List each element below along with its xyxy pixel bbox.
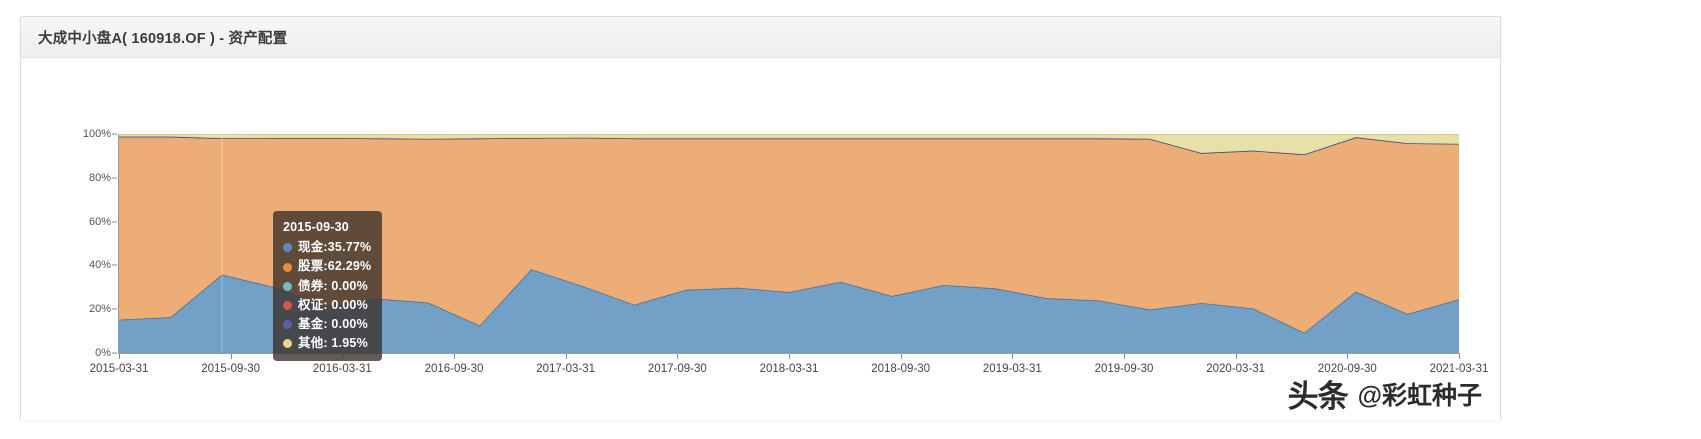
x-axis-tick-label: 2017-09-30: [647, 363, 707, 375]
y-axis-ticks: 0% 20% 40% 60% 80% 100%: [73, 128, 117, 359]
x-axis-tick-mark: [789, 354, 790, 359]
tooltip-series-dot-icon: [283, 281, 292, 291]
x-axis-tick-label: 2021-03-31: [1429, 363, 1489, 375]
page-title: 大成中小盘A( 160918.OF ) - 资产配置: [38, 30, 288, 47]
asset-allocation-chart: 0% 20% 40% 60% 80% 100% 2015-03-31 2015-09-30 2…: [21, 58, 1500, 420]
x-axis-tick-label: 2018-03-31: [759, 363, 819, 375]
x-axis-tick-label: 2020-09-30: [1317, 363, 1377, 375]
tooltip-date: 2015-09-30: [283, 220, 349, 234]
x-axis-tick-label: 2019-03-31: [982, 363, 1042, 375]
x-axis-tick-mark: [1012, 354, 1014, 359]
card-body: 0% 20% 40% 60% 80% 100% 2015-03-31 2015-09-30 2…: [21, 58, 1500, 420]
y-axis-tick-label: 40%: [88, 259, 111, 272]
tooltip-series-dot-icon: [283, 320, 292, 330]
area-band-其他: [119, 134, 1459, 155]
tooltip-row-label: 债券: 0.00%: [298, 278, 368, 293]
x-axis-tick-mark: [1124, 354, 1125, 359]
x-axis-tick-label: 2019-09-30: [1094, 363, 1154, 375]
x-axis-tick-mark: [119, 354, 120, 359]
x-axis-tick-mark: [1459, 354, 1460, 359]
x-axis-tick-mark: [677, 354, 679, 359]
y-axis-tick-label: 20%: [88, 303, 111, 316]
tooltip-row: 债券: 0.00%: [283, 277, 371, 296]
tooltip-series-dot-icon: [283, 339, 292, 349]
watermark-text: @彩虹种子: [1357, 382, 1482, 410]
tooltip-row: 现金:35.77%: [283, 238, 371, 257]
x-axis-tick-mark: [454, 354, 455, 359]
tooltip-row: 权证: 0.00%: [283, 296, 371, 315]
x-axis-line: [118, 353, 1460, 354]
tooltip-series-dot-icon: [283, 300, 292, 310]
area-band-现金: [119, 269, 1459, 353]
tooltip-series-dot-icon: [283, 243, 292, 253]
plot-area: [119, 134, 1459, 353]
area-band-股票: [119, 136, 1459, 333]
y-axis-tick-mark: [112, 221, 117, 223]
x-axis-tick-mark: [230, 354, 232, 359]
y-axis-tick-mark: [112, 264, 117, 266]
y-axis-tick-mark: [112, 177, 117, 179]
x-axis-tick-label: 2017-03-31: [536, 363, 596, 375]
watermark-logo: 头条: [1287, 379, 1349, 414]
x-axis-tick-label: 2015-03-31: [89, 363, 149, 375]
y-axis-tick-label: 0%: [95, 347, 111, 359]
y-axis-tick-label: 60%: [88, 215, 111, 228]
tooltip-row: 其他: 1.95%: [283, 334, 371, 353]
x-axis-tick-label: 2016-03-31: [312, 363, 372, 375]
x-axis-tick-mark: [565, 354, 567, 359]
x-axis-tick-label: 2015-09-30: [201, 363, 261, 375]
area-line-基金: [119, 137, 1459, 155]
tooltip-rows: 现金:35.77% 股票:62.29% 债券: 0.00% 权证: 0.00% 基金: …: [283, 238, 371, 353]
x-axis-tick-label: 2018-09-30: [871, 363, 931, 375]
x-axis-tick-label: 2016-09-30: [424, 363, 484, 375]
watermark: 头条 @彩虹种子: [1288, 381, 1482, 412]
area-chart-svg: [119, 134, 1459, 353]
y-axis-tick-mark: [112, 133, 117, 135]
y-axis-line: [118, 134, 119, 354]
tooltip-row: 基金: 0.00%: [283, 315, 371, 334]
tooltip-row-label: 股票:62.29%: [298, 259, 372, 274]
asset-allocation-card: 大成中小盘A( 160918.OF ) - 资产配置 0% 20% 40% 60% 80…: [20, 16, 1501, 420]
y-axis-tick-mark: [112, 308, 117, 310]
tooltip-row-label: 其他: 1.95%: [298, 336, 368, 351]
chart-tooltip: 2015-09-30 现金:35.77% 股票:62.29% 债券: 0.00% 权证…: [273, 211, 383, 362]
x-axis-tick-mark: [1347, 354, 1349, 359]
y-axis-tick-mark: [112, 352, 117, 354]
tooltip-row: 股票:62.29%: [283, 257, 371, 276]
card-header: 大成中小盘A( 160918.OF ) - 资产配置: [21, 17, 1500, 58]
x-axis-tick-label: 2020-03-31: [1206, 363, 1266, 375]
y-axis-tick-label: 80%: [88, 171, 111, 184]
x-axis-tick-mark: [1235, 354, 1237, 359]
tooltip-row-label: 权证: 0.00%: [298, 297, 368, 312]
x-axis-ticks: 2015-03-31 2015-09-30 2016-03-31 2016-09-30…: [90, 354, 1488, 384]
y-axis-tick-label: 100%: [82, 128, 111, 140]
x-axis-tick-mark: [900, 354, 902, 359]
tooltip-row-label: 基金: 0.00%: [298, 317, 368, 332]
tooltip-series-dot-icon: [283, 262, 292, 272]
tooltip-row-label: 现金:35.77%: [298, 240, 372, 255]
